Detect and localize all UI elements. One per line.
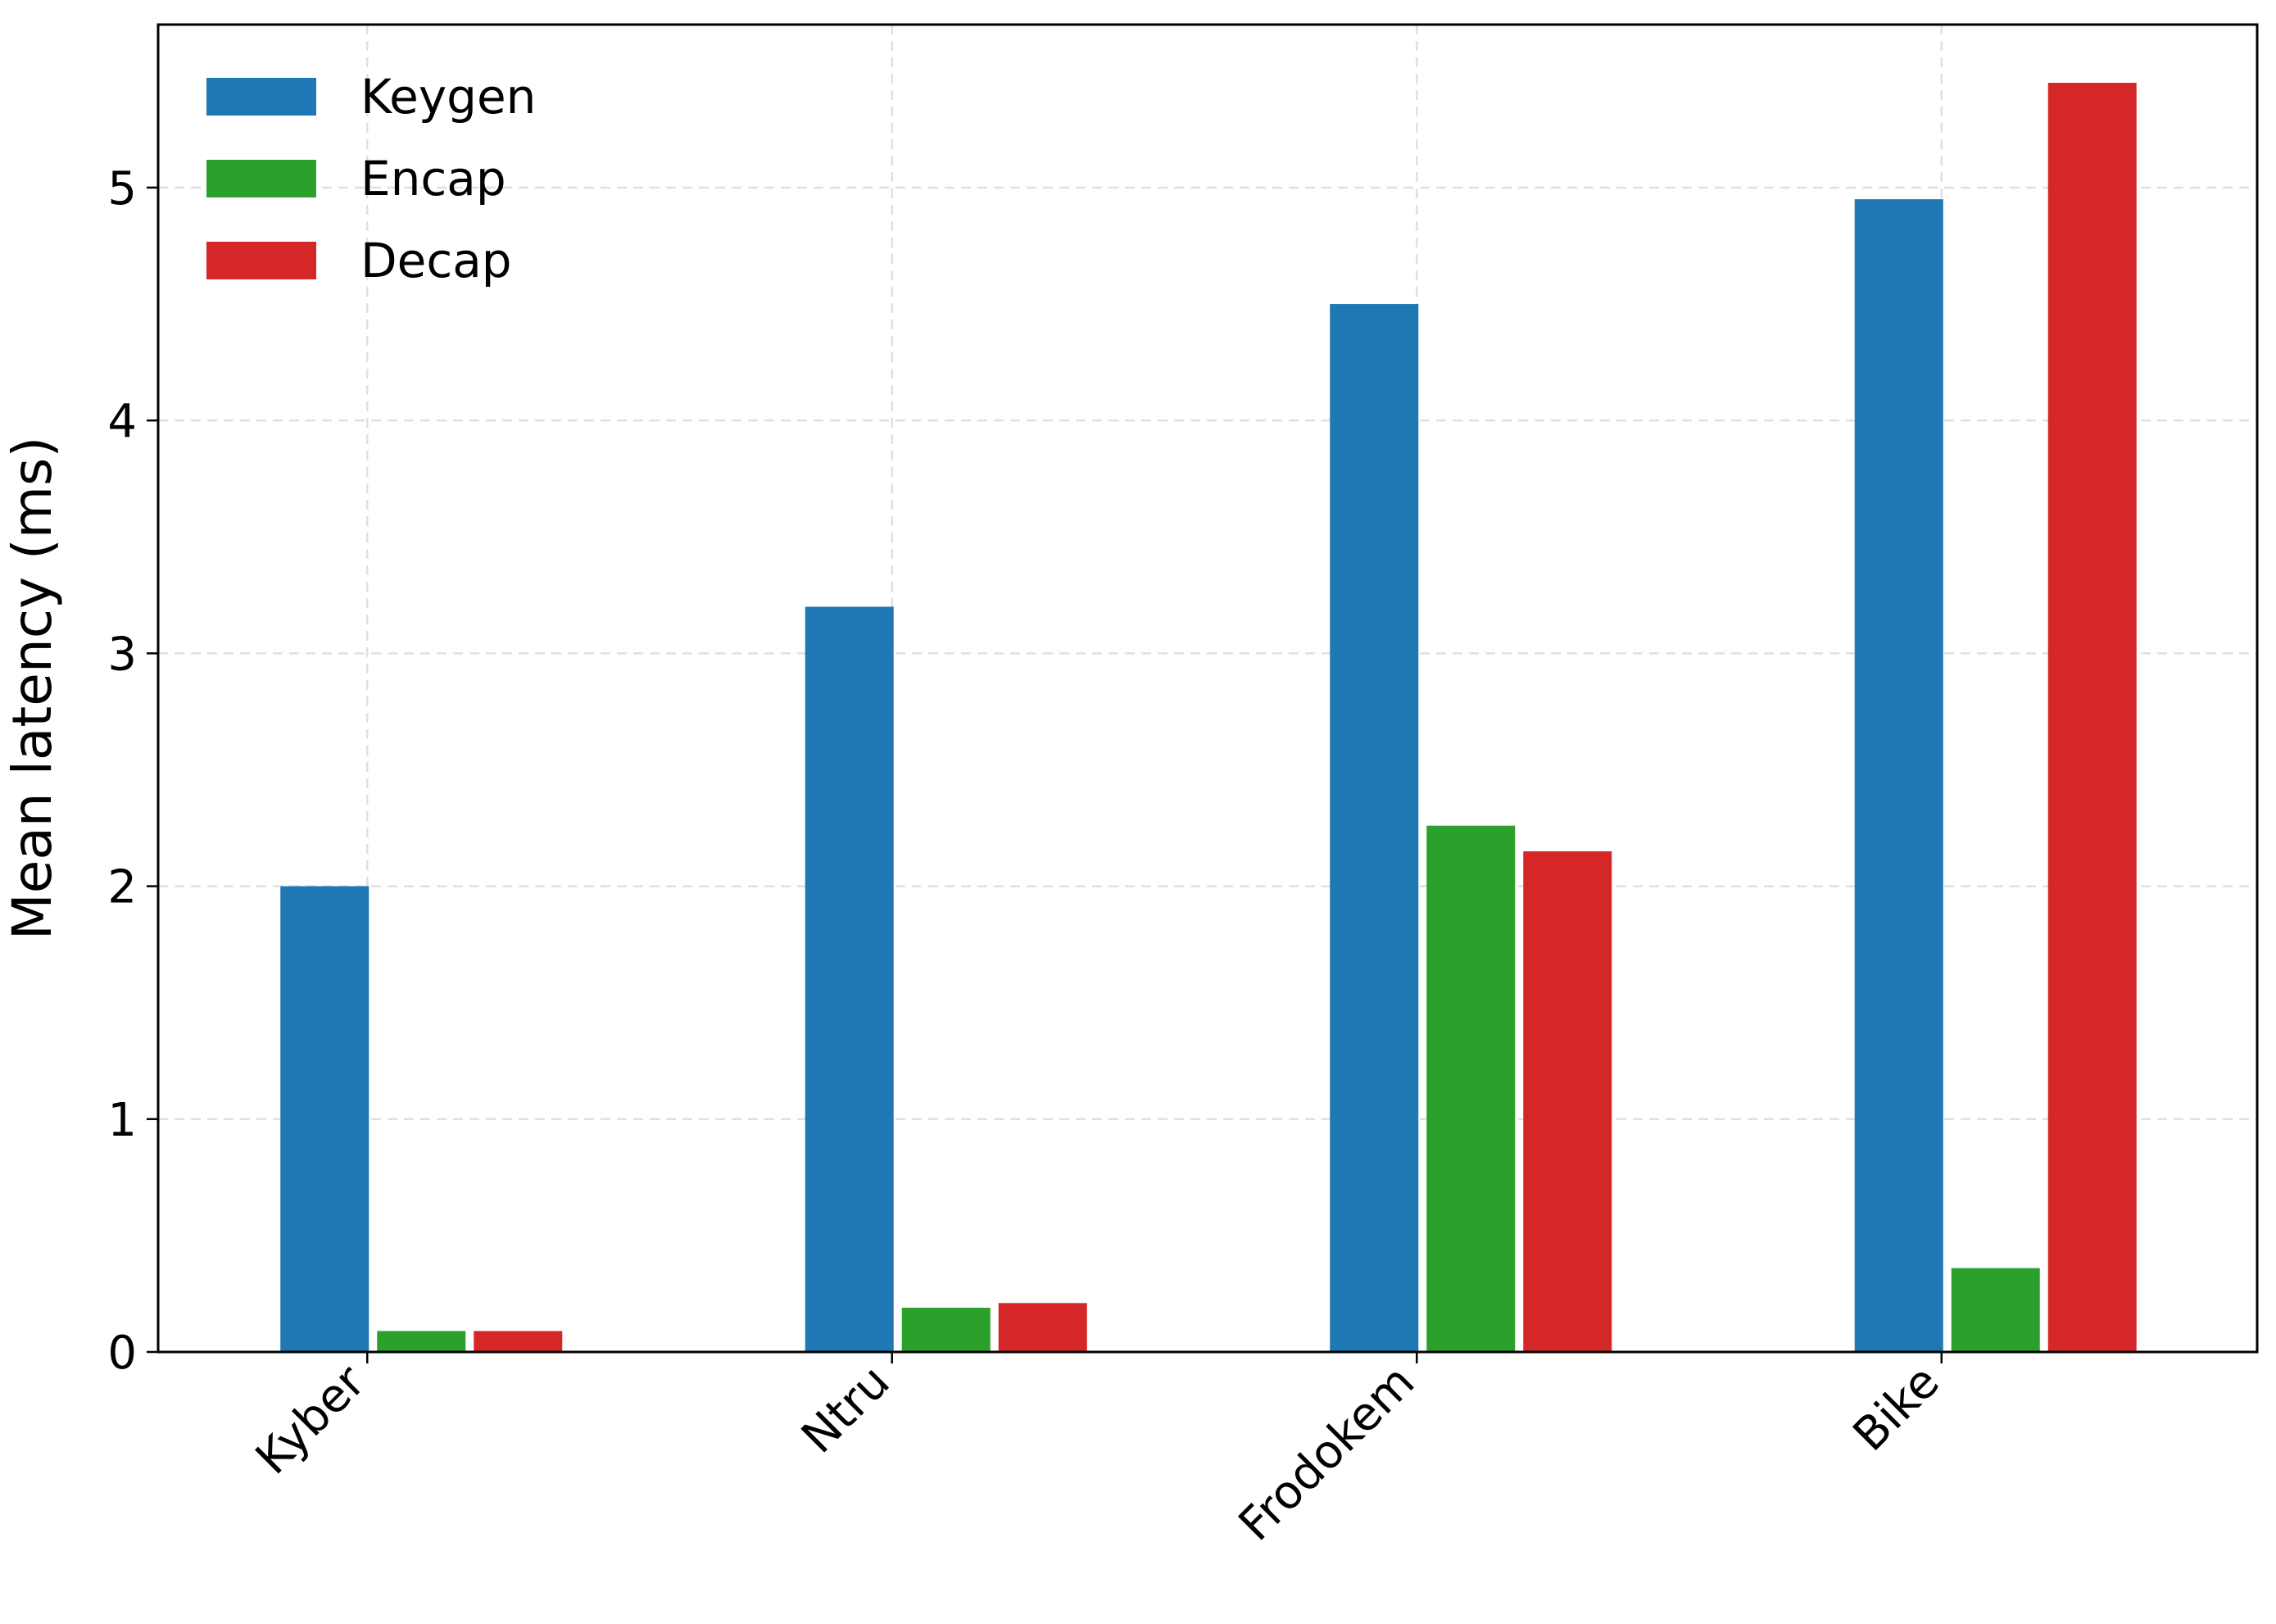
x-tick-label: Kyber xyxy=(246,1354,376,1485)
bar-encap-bike xyxy=(1951,1268,2040,1352)
bar-decap-kyber xyxy=(474,1331,563,1352)
bar-keygen-frodokem xyxy=(1330,304,1419,1353)
legend-swatch-decap xyxy=(206,242,316,279)
bar-decap-frodokem xyxy=(1523,851,1612,1352)
x-axis: Kyber Ntru Frodokem Bike xyxy=(246,1352,1950,1551)
legend-label-encap: Encap xyxy=(360,151,506,206)
bar-keygen-ntru xyxy=(805,606,894,1352)
y-tick-label: 1 xyxy=(107,1094,137,1147)
bar-encap-ntru xyxy=(901,1308,991,1352)
x-tick-label: Bike xyxy=(1843,1355,1950,1462)
y-tick-label: 5 xyxy=(107,162,137,215)
y-axis-title: Mean latency (ms) xyxy=(1,437,64,940)
bar-encap-frodokem xyxy=(1426,825,1516,1352)
legend-label-keygen: Keygen xyxy=(360,69,536,125)
bar-encap-kyber xyxy=(377,1331,466,1352)
y-tick-label: 2 xyxy=(107,861,137,914)
bar-decap-ntru xyxy=(998,1303,1087,1352)
legend-label-decap: Decap xyxy=(360,233,512,288)
bar-keygen-bike xyxy=(1854,199,1943,1352)
bars xyxy=(280,83,2137,1353)
y-tick-label: 0 xyxy=(107,1327,137,1380)
y-axis: 0 1 2 3 4 5 xyxy=(107,162,158,1380)
legend-swatch-keygen xyxy=(206,78,316,116)
bar-keygen-kyber xyxy=(280,886,370,1352)
x-tick-label: Frodokem xyxy=(1229,1355,1425,1551)
bar-decap-bike xyxy=(2047,83,2137,1353)
x-tick-label: Ntru xyxy=(791,1355,900,1463)
legend-swatch-encap xyxy=(206,160,316,197)
y-tick-label: 4 xyxy=(107,395,137,448)
legend: Keygen Encap Decap xyxy=(206,69,536,288)
axes-frame xyxy=(156,23,2259,1354)
y-tick-label: 3 xyxy=(107,628,137,681)
